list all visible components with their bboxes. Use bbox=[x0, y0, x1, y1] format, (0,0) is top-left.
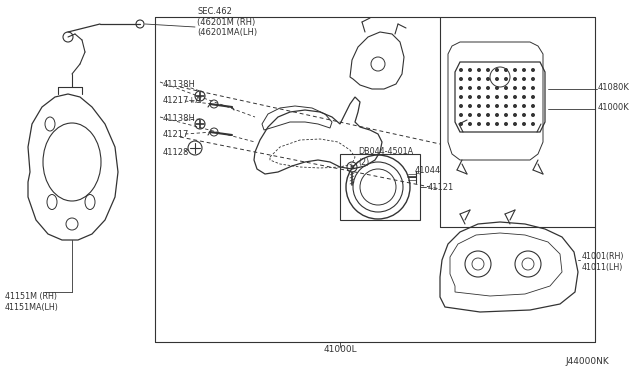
Circle shape bbox=[513, 68, 517, 72]
Text: 41000K: 41000K bbox=[598, 103, 630, 112]
Circle shape bbox=[459, 95, 463, 99]
Circle shape bbox=[477, 86, 481, 90]
Circle shape bbox=[486, 86, 490, 90]
Text: 41128: 41128 bbox=[163, 148, 189, 157]
Circle shape bbox=[477, 95, 481, 99]
Circle shape bbox=[504, 68, 508, 72]
Circle shape bbox=[504, 77, 508, 81]
Text: SEC.462
(46201M (RH)
(46201MA(LH): SEC.462 (46201M (RH) (46201MA(LH) bbox=[197, 7, 257, 37]
Circle shape bbox=[513, 113, 517, 117]
Circle shape bbox=[495, 77, 499, 81]
Circle shape bbox=[531, 95, 535, 99]
Text: 41217: 41217 bbox=[163, 129, 189, 138]
Circle shape bbox=[486, 122, 490, 126]
Circle shape bbox=[522, 86, 526, 90]
Circle shape bbox=[513, 86, 517, 90]
Circle shape bbox=[468, 113, 472, 117]
Circle shape bbox=[522, 122, 526, 126]
Text: DB044-4501A
(2): DB044-4501A (2) bbox=[358, 147, 413, 167]
Circle shape bbox=[531, 68, 535, 72]
Circle shape bbox=[495, 122, 499, 126]
Circle shape bbox=[486, 95, 490, 99]
Circle shape bbox=[477, 68, 481, 72]
Text: J44000NK: J44000NK bbox=[565, 357, 609, 366]
Circle shape bbox=[531, 86, 535, 90]
Circle shape bbox=[477, 104, 481, 108]
Text: 41121: 41121 bbox=[428, 183, 454, 192]
Circle shape bbox=[477, 113, 481, 117]
Circle shape bbox=[468, 104, 472, 108]
Circle shape bbox=[522, 68, 526, 72]
Circle shape bbox=[513, 104, 517, 108]
Circle shape bbox=[486, 77, 490, 81]
Circle shape bbox=[459, 104, 463, 108]
Text: 41217+A: 41217+A bbox=[163, 96, 202, 105]
Circle shape bbox=[477, 77, 481, 81]
Text: 41044: 41044 bbox=[415, 166, 441, 174]
Circle shape bbox=[486, 113, 490, 117]
Text: 41080K: 41080K bbox=[598, 83, 630, 92]
Circle shape bbox=[531, 113, 535, 117]
Circle shape bbox=[459, 122, 463, 126]
Circle shape bbox=[468, 68, 472, 72]
Circle shape bbox=[522, 113, 526, 117]
Circle shape bbox=[504, 86, 508, 90]
Circle shape bbox=[531, 77, 535, 81]
Circle shape bbox=[504, 122, 508, 126]
Circle shape bbox=[504, 113, 508, 117]
Circle shape bbox=[459, 113, 463, 117]
Circle shape bbox=[495, 86, 499, 90]
Circle shape bbox=[522, 104, 526, 108]
Text: 41151M (RH)
41151MA(LH): 41151M (RH) 41151MA(LH) bbox=[5, 292, 59, 312]
Circle shape bbox=[459, 86, 463, 90]
Circle shape bbox=[468, 86, 472, 90]
Circle shape bbox=[468, 77, 472, 81]
Circle shape bbox=[486, 68, 490, 72]
Text: B: B bbox=[349, 164, 355, 170]
Circle shape bbox=[504, 95, 508, 99]
Circle shape bbox=[468, 95, 472, 99]
Circle shape bbox=[513, 122, 517, 126]
Text: 41001(RH)
41011(LH): 41001(RH) 41011(LH) bbox=[582, 252, 625, 272]
Circle shape bbox=[513, 95, 517, 99]
Circle shape bbox=[477, 122, 481, 126]
Circle shape bbox=[522, 77, 526, 81]
Circle shape bbox=[495, 104, 499, 108]
Text: 41000L: 41000L bbox=[323, 346, 357, 355]
Text: 41138H: 41138H bbox=[163, 80, 196, 89]
Circle shape bbox=[495, 68, 499, 72]
Circle shape bbox=[513, 77, 517, 81]
Circle shape bbox=[486, 104, 490, 108]
Circle shape bbox=[495, 95, 499, 99]
Circle shape bbox=[468, 122, 472, 126]
Circle shape bbox=[504, 104, 508, 108]
Circle shape bbox=[531, 122, 535, 126]
Circle shape bbox=[495, 113, 499, 117]
Circle shape bbox=[459, 77, 463, 81]
Circle shape bbox=[459, 68, 463, 72]
Circle shape bbox=[522, 95, 526, 99]
Circle shape bbox=[531, 104, 535, 108]
Text: 41138H: 41138H bbox=[163, 113, 196, 122]
